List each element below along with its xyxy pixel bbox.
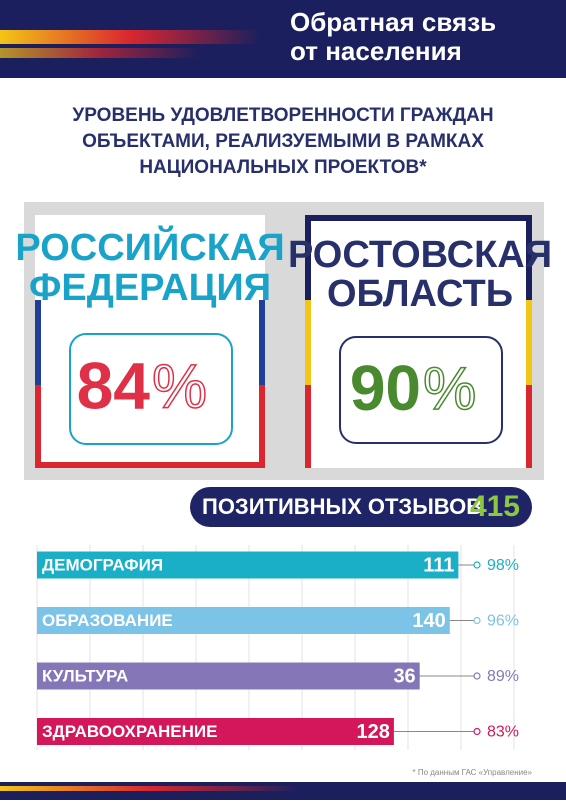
subtitle: НАЦИОНАЛЬНЫХ ПРОЕКТОВ* [139, 157, 427, 178]
value-box [69, 333, 233, 445]
category-label: ОБРАЗОВАНИЕ [42, 611, 173, 630]
flag-border [305, 215, 311, 300]
panel-value: 84 [77, 348, 151, 422]
category-label: ЗДРАВООХРАНЕНИЕ [42, 722, 217, 741]
panel-unit: % [152, 352, 207, 421]
panel-name: ФЕДЕРАЦИЯ [29, 267, 271, 309]
panel-unit: % [423, 355, 476, 422]
flag-border [526, 385, 532, 468]
percent-label: 89% [487, 668, 519, 685]
panel-name: ОБЛАСТЬ [327, 273, 513, 315]
bar-value: 128 [357, 721, 390, 743]
leader-dot [473, 672, 481, 680]
footnote: * По данным ГАС «Управление» [412, 768, 532, 777]
leader-dot [473, 616, 481, 625]
flag-border [305, 215, 532, 221]
panel-value: 90 [350, 352, 421, 424]
category-label: КУЛЬТУРА [42, 666, 128, 685]
flag-border [259, 385, 265, 468]
category-label: ДЕМОГРАФИЯ [42, 555, 163, 574]
bar-value: 111 [423, 554, 454, 576]
flag-border [259, 300, 265, 385]
flag-border [35, 385, 41, 468]
reviews-pill [190, 487, 532, 527]
bar [37, 607, 450, 634]
header-title: Обратная связь [290, 7, 496, 37]
value-box [339, 336, 503, 444]
flag-border [526, 215, 532, 300]
subtitle: ОБЪЕКТАМИ, РЕАЛИЗУЕМЫМИ В РАМКАХ [82, 131, 484, 152]
flag-border [305, 300, 311, 385]
header-stripe [0, 30, 260, 44]
percent-label: 98% [487, 557, 519, 574]
bar [37, 551, 459, 579]
bar-value: 140 [412, 610, 445, 632]
header-title: от населения [290, 36, 462, 66]
panel-name: РОССИЙСКАЯ [15, 224, 284, 269]
reviews-label: ПОЗИТИВНЫХ ОТЗЫВОВ [202, 494, 482, 519]
percent-label: 96% [487, 613, 519, 630]
percent-label: 83% [487, 724, 519, 741]
leader-dot [473, 561, 481, 569]
bar [37, 718, 394, 745]
subtitle: УРОВЕНЬ УДОВЛЕТВОРЕННОСТИ ГРАЖДАН [72, 105, 493, 126]
flag-border [35, 300, 41, 385]
bar [37, 662, 420, 690]
reviews-total: 415 [470, 490, 520, 523]
leader-dot [473, 727, 481, 736]
panel-name: РОСТОВСКАЯ [288, 234, 552, 276]
flag-border [526, 300, 532, 385]
flag-border [305, 385, 311, 468]
footer-stripe [0, 786, 300, 791]
header-stripe [0, 48, 200, 58]
bar-value: 36 [393, 665, 415, 687]
flag-border [35, 462, 265, 468]
